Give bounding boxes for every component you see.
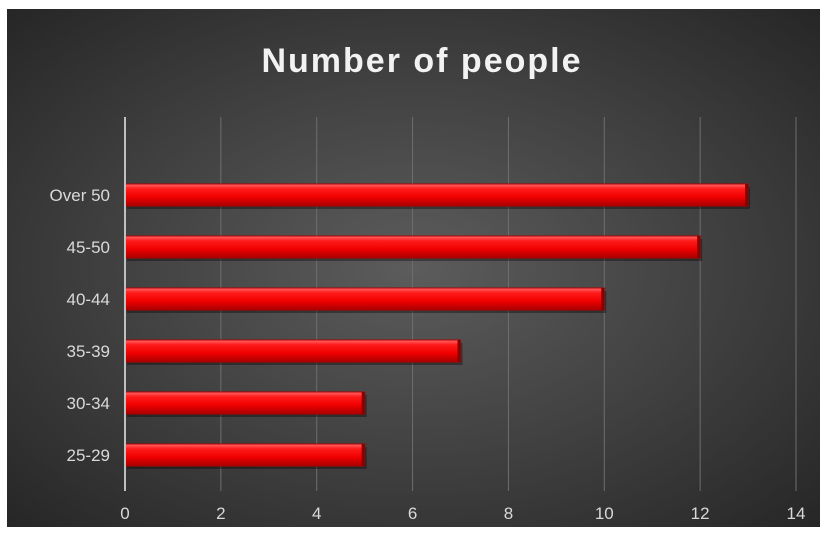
x-tick-label: 4: [312, 504, 321, 523]
tick-labels: 0 2 4 6 8 10 12 14 25-29 30-34 35-39 40-44 45-50 Over…: [50, 186, 806, 523]
x-tick-label: 0: [120, 504, 129, 523]
bar-chart: Number of people 0 2 4 6 8 10 12 14 25-29 30-34 35…: [50, 42, 806, 523]
bar-end-bevel: [457, 340, 461, 362]
y-tick-label: 45-50: [67, 238, 110, 257]
x-tick-label: 2: [216, 504, 225, 523]
chart-title: Number of people: [261, 42, 582, 80]
chart-area: Number of people 0 2 4 6 8 10 12 14 25-29 30-34 35…: [7, 9, 820, 527]
bar-45-50: [124, 235, 703, 261]
y-tick-label: 35-39: [67, 342, 110, 361]
y-tick-label: Over 50: [50, 186, 110, 205]
x-tick-label: 6: [408, 504, 417, 523]
bar-40-44: [124, 287, 607, 313]
bar-35-39: [124, 339, 463, 365]
bar: [124, 235, 701, 259]
bar: [124, 391, 366, 415]
bar-over-50: [124, 183, 751, 209]
bar: [124, 183, 749, 207]
x-tick-label: 8: [504, 504, 513, 523]
x-tick-label: 10: [595, 504, 614, 523]
y-tick-label: 25-29: [67, 446, 110, 465]
bar-30-34: [124, 391, 367, 417]
bar-end-bevel: [745, 184, 749, 206]
bar: [124, 443, 366, 467]
bar: [124, 287, 605, 311]
bars: [124, 183, 751, 469]
bar-end-bevel: [361, 392, 365, 414]
y-tick-label: 40-44: [67, 290, 110, 309]
bar-25-29: [124, 443, 367, 469]
bar-end-bevel: [361, 444, 365, 466]
bar-end-bevel: [697, 236, 701, 258]
x-tick-label: 14: [787, 504, 806, 523]
y-tick-label: 30-34: [67, 394, 110, 413]
bar-end-bevel: [601, 288, 605, 310]
x-tick-label: 12: [691, 504, 710, 523]
bar: [124, 339, 461, 363]
